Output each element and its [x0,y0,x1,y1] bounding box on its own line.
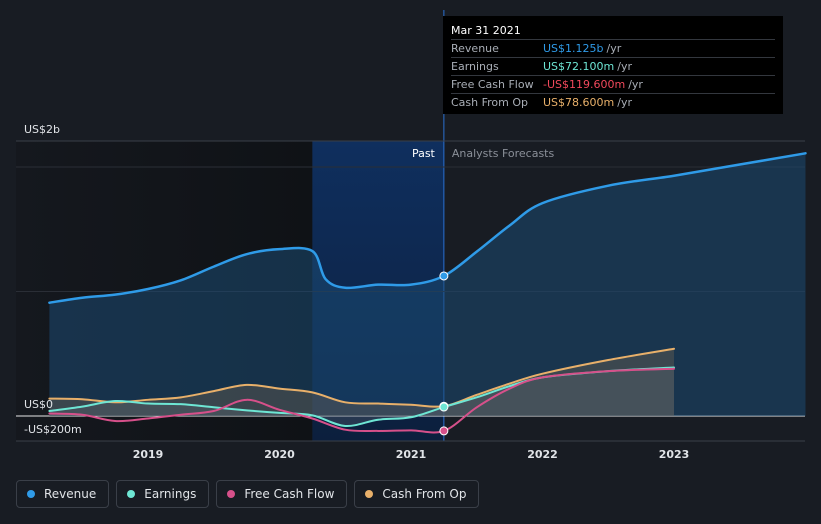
earnings-area [49,367,674,427]
tooltip-row-earnings: Earnings US$72.100m /yr [451,57,775,75]
x-tick-label: 2020 [264,448,295,461]
legend-item-cash-from-op[interactable]: Cash From Op [354,480,480,508]
x-tick-label: 2023 [659,448,690,461]
tooltip-unit: /yr [628,78,643,91]
legend-dot-icon [227,490,236,498]
tooltip-label: Earnings [451,60,499,73]
earnings-marker [439,402,449,412]
free-cash-flow-line [48,367,675,434]
financial-line-chart: US$2b US$0 -US$200m 2019 2020 2021 2022 2023 Pas… [16,10,807,461]
past-label: Past [412,147,436,160]
revenue-area [49,153,806,416]
tooltip-date: Mar 31 2021 [451,24,521,37]
revenue-marker [439,271,449,281]
earnings-line [48,366,675,427]
forecast-label: Analysts Forecasts [452,147,555,160]
tooltip-value: US$72.100m [543,60,615,73]
legend-item-free-cash-flow[interactable]: Free Cash Flow [216,480,348,508]
chart-legend: Revenue Earnings Free Cash Flow Cash Fro… [16,480,480,510]
tooltip-unit: /yr [617,60,632,73]
tooltip-label: Free Cash Flow [451,78,534,91]
legend-label: Revenue [44,487,97,501]
legend-item-earnings[interactable]: Earnings [116,480,210,508]
legend-label: Earnings [144,487,197,501]
legend-dot-icon [27,490,35,498]
tooltip-value: US$78.600m [543,96,615,109]
tooltip-value: -US$119.600m [543,78,626,91]
legend-label: Free Cash Flow [244,487,335,501]
revenue-line [48,152,807,304]
y-tick-label: US$0 [24,398,53,411]
x-tick-label: 2021 [396,448,427,461]
tooltip-row-cash-from-op: Cash From Op US$78.600m /yr [451,93,775,111]
cash-from-op-line [48,347,675,408]
tooltip-unit: /yr [617,96,632,109]
legend-dot-icon [127,490,136,498]
free-cash-flow-marker [439,426,449,436]
tooltip-unit: /yr [606,42,622,55]
x-tick-label: 2022 [527,448,558,461]
legend-item-revenue[interactable]: Revenue [16,480,110,508]
x-tick-label: 2019 [133,448,164,461]
tooltip-value: US$1.125b [543,42,604,55]
tooltip-row-revenue: Revenue US$1.125b /yr [451,39,775,57]
legend-label: Cash From Op [382,487,467,501]
tooltip-label: Cash From Op [451,96,529,109]
data-tooltip: Mar 31 2021 Revenue US$1.125b /yr Earnin… [443,16,783,114]
tooltip-row-free-cash-flow: Free Cash Flow -US$119.600m /yr [451,75,775,93]
cash-from-op-area [49,348,674,416]
y-tick-label: US$2b [24,123,60,136]
legend-dot-icon [365,490,374,498]
tooltip-label: Revenue [451,42,499,55]
y-tick-label: -US$200m [24,423,82,436]
